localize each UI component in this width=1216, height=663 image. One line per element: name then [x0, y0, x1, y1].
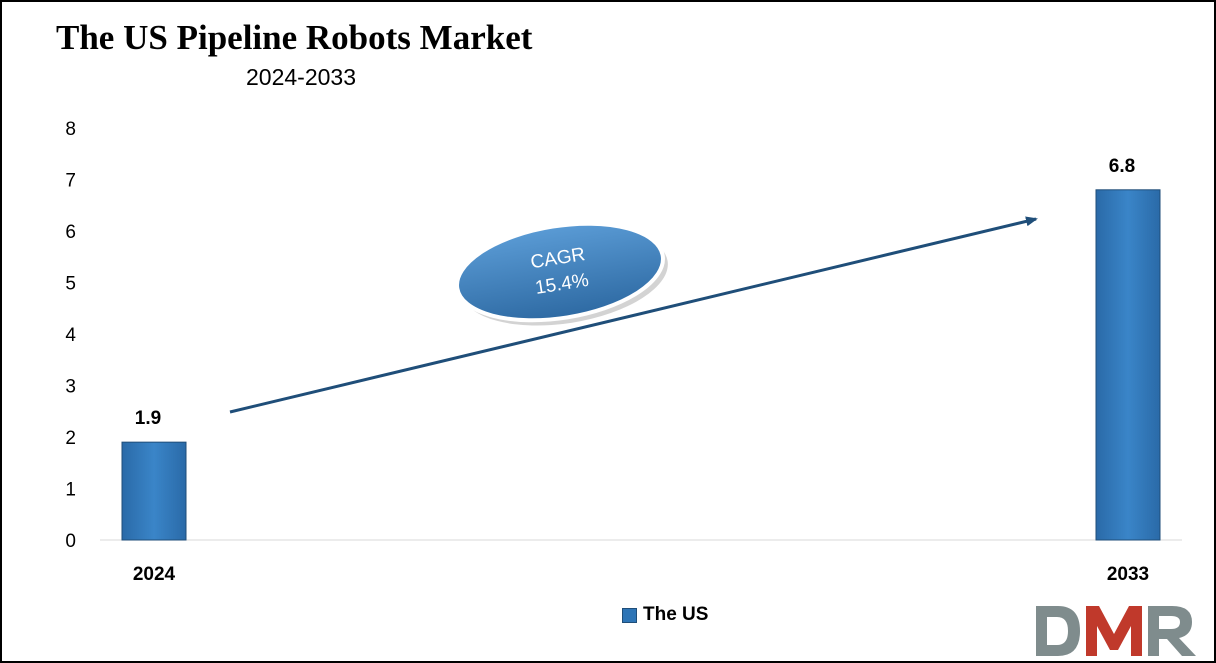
chart-title: The US Pipeline Robots Market — [56, 18, 533, 57]
logo-letter-r — [1148, 606, 1196, 656]
y-tick-label: 0 — [65, 531, 76, 552]
cagr-ellipse — [455, 221, 665, 323]
y-axis: 0 1 2 3 4 5 6 7 8 — [65, 119, 76, 552]
x-tick-label: 2024 — [133, 564, 176, 585]
x-tick-label: 2033 — [1107, 564, 1149, 585]
y-tick-label: 2 — [65, 428, 76, 449]
y-tick-label: 1 — [65, 480, 76, 501]
chart-subtitle: 2024-2033 — [246, 64, 356, 90]
data-label: 6.8 — [1109, 156, 1135, 177]
x-axis: 2024 2033 — [133, 564, 1149, 585]
legend-swatch — [622, 607, 637, 623]
y-tick-label: 7 — [65, 171, 76, 192]
y-tick-label: 5 — [65, 274, 76, 295]
trend-arrow — [229, 216, 1038, 414]
legend-label: The US — [643, 604, 709, 625]
y-tick-label: 6 — [65, 222, 76, 243]
y-tick-label: 4 — [65, 325, 76, 346]
dmr-logo — [1036, 606, 1196, 656]
bar-2024 — [121, 441, 187, 541]
logo-letter-d — [1036, 606, 1080, 656]
data-label: 1.9 — [135, 408, 161, 429]
y-tick-label: 8 — [65, 119, 76, 140]
logo-letter-m — [1086, 606, 1142, 656]
legend: The US — [622, 604, 708, 626]
bars: 1.9 6.8 — [121, 156, 1161, 541]
cagr-annotation: CAGR 15.4% — [455, 221, 668, 326]
bar-2033 — [1095, 189, 1161, 541]
y-tick-label: 3 — [65, 377, 76, 398]
